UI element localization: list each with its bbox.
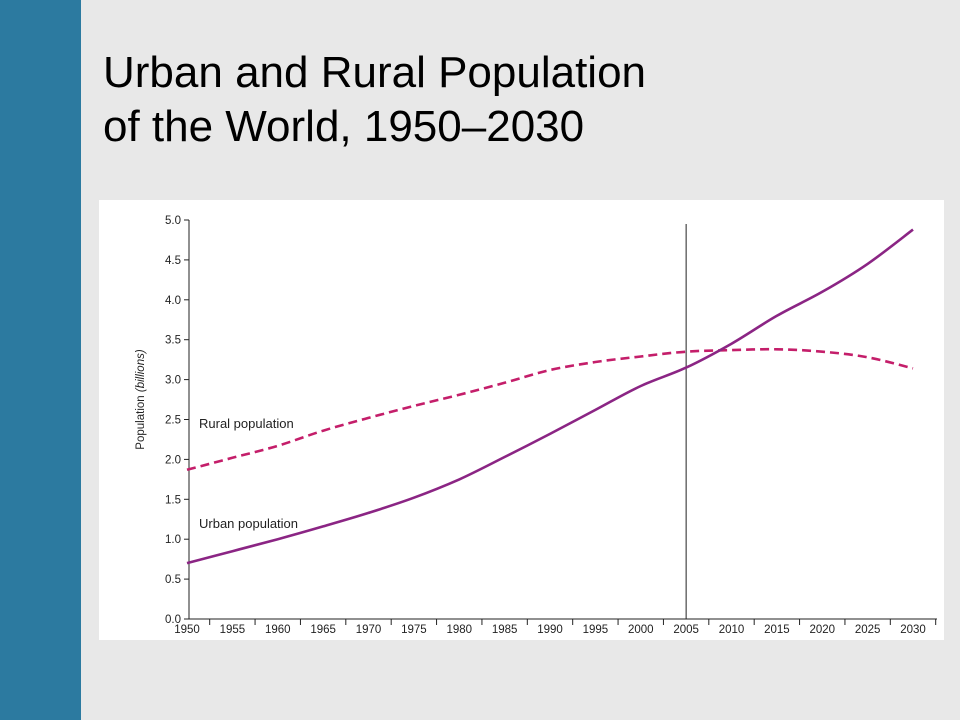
- x-tick-label: 1995: [583, 624, 609, 636]
- x-tick-label: 1970: [356, 624, 382, 636]
- y-tick-label: 2.5: [165, 415, 181, 427]
- y-tick-label: 4.5: [165, 255, 181, 267]
- y-tick-label: 2.0: [165, 454, 181, 466]
- x-tick-label: 1985: [492, 624, 518, 636]
- y-tick-label: 0.5: [165, 574, 181, 586]
- chart-axes: [188, 220, 937, 620]
- x-tick-label: 1955: [220, 624, 246, 636]
- y-tick-label: 3.0: [165, 375, 181, 387]
- x-tick-label: 2005: [673, 624, 699, 636]
- rural-population-line: [186, 347, 914, 472]
- x-tick-label: 1965: [310, 624, 336, 636]
- x-tick-label: 1975: [401, 624, 427, 636]
- x-tick-label: 2000: [628, 624, 654, 636]
- population-line-chart: 0.0 0.5 1.0 1.5 2.0 2.5 3.0 3.5 4.0 4.5 5.0 1950 195…: [135, 215, 937, 636]
- urban-population-label: Urban population: [199, 516, 298, 531]
- chart-ticks: 0.0 0.5 1.0 1.5 2.0 2.5 3.0 3.5 4.0 4.5 5.0 1950 195…: [165, 215, 937, 636]
- urban-population-line: [186, 228, 914, 565]
- y-axis-title-main: Population: [135, 392, 147, 450]
- y-tick-label: 4.0: [165, 295, 181, 307]
- y-tick-label: 0.0: [165, 614, 181, 626]
- accent-side-bar: [0, 0, 81, 720]
- x-tick-label: 1980: [446, 624, 472, 636]
- x-tick-label: 2015: [764, 624, 790, 636]
- chart-series: Rural population Urban population: [186, 228, 914, 565]
- y-tick-label: 1.5: [165, 494, 181, 506]
- x-tick-label: 2030: [900, 624, 926, 636]
- x-tick-label: 2025: [855, 624, 881, 636]
- y-tick-label: 5.0: [165, 215, 181, 227]
- y-tick-label: 3.5: [165, 335, 181, 347]
- y-tick-label: 1.0: [165, 534, 181, 546]
- slide-title-line-1: Urban and Rural Population: [103, 48, 647, 97]
- x-tick-label: 1960: [265, 624, 291, 636]
- x-tick-label: 1950: [174, 624, 200, 636]
- slide-title: Urban and Rural Population of the World,…: [103, 46, 943, 154]
- slide-title-line-2: of the World, 1950–2030: [103, 102, 585, 151]
- x-tick-label: 1990: [537, 624, 563, 636]
- chart-panel: 0.0 0.5 1.0 1.5 2.0 2.5 3.0 3.5 4.0 4.5 5.0 1950 195…: [99, 200, 944, 640]
- x-tick-label: 2010: [719, 624, 745, 636]
- x-tick-label: 2020: [809, 624, 835, 636]
- y-axis-title: Population (billions): [135, 349, 147, 450]
- rural-population-label: Rural population: [199, 416, 294, 431]
- y-axis-title-unit: (billions): [135, 349, 147, 392]
